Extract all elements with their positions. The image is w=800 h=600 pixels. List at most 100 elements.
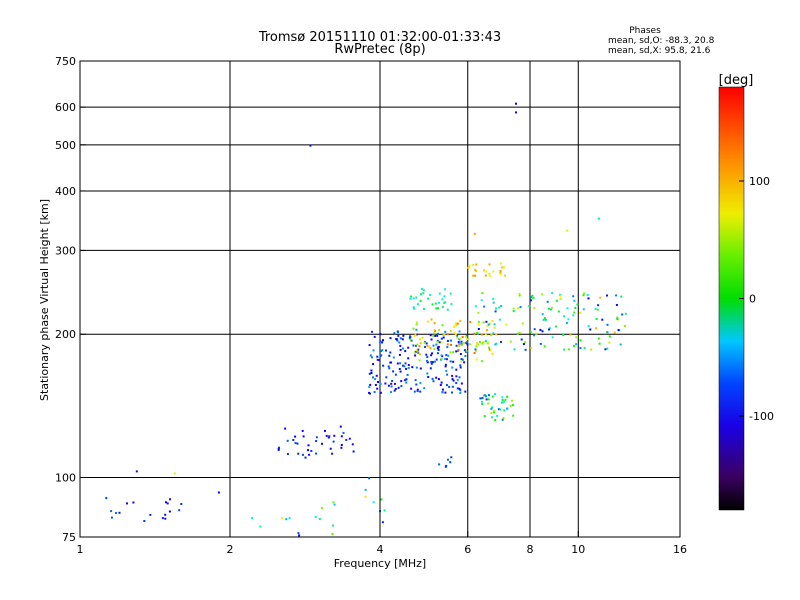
data-point xyxy=(484,340,487,343)
data-point xyxy=(488,394,490,397)
data-point xyxy=(449,351,452,354)
data-point xyxy=(424,342,427,344)
data-point xyxy=(165,501,167,504)
stats-heading: Phases xyxy=(629,26,661,36)
data-point xyxy=(494,393,497,395)
data-point xyxy=(563,348,566,351)
data-point xyxy=(307,449,309,452)
data-point xyxy=(465,350,468,353)
data-point xyxy=(544,318,547,321)
data-point xyxy=(559,298,562,300)
data-point xyxy=(402,334,405,337)
data-point xyxy=(617,329,620,332)
data-point xyxy=(340,446,343,449)
data-point xyxy=(399,344,402,347)
x-tick-label: 4 xyxy=(377,543,384,556)
data-point xyxy=(394,373,397,376)
data-point xyxy=(461,358,464,361)
data-point xyxy=(474,349,477,352)
data-point xyxy=(110,516,113,519)
data-point xyxy=(340,435,343,438)
colorbar-ticks: 100 0 -100 xyxy=(739,175,774,423)
data-point xyxy=(410,295,413,298)
data-point xyxy=(573,344,575,347)
data-point xyxy=(315,452,318,455)
data-point xyxy=(493,326,496,329)
data-point xyxy=(414,333,417,336)
data-point xyxy=(348,437,351,440)
data-point xyxy=(579,312,581,314)
data-point xyxy=(582,308,585,311)
data-point xyxy=(449,461,452,464)
data-point xyxy=(489,322,491,325)
data-point xyxy=(397,334,400,337)
data-point xyxy=(487,342,490,345)
data-point xyxy=(438,463,441,466)
data-point xyxy=(371,330,373,333)
data-point xyxy=(324,429,326,432)
data-point xyxy=(436,332,439,335)
data-point xyxy=(333,434,336,437)
data-point xyxy=(440,381,443,384)
data-point xyxy=(445,384,448,387)
data-point xyxy=(308,453,311,456)
data-point xyxy=(414,350,417,353)
data-point xyxy=(383,509,386,512)
data-point xyxy=(530,346,533,349)
data-point xyxy=(621,313,624,316)
data-point xyxy=(608,341,611,344)
data-point xyxy=(446,333,449,336)
data-point xyxy=(292,439,295,441)
data-point xyxy=(485,270,488,273)
data-point xyxy=(424,346,426,348)
data-point xyxy=(601,318,604,321)
data-point xyxy=(452,351,455,354)
data-point xyxy=(447,354,450,357)
data-point xyxy=(376,358,379,361)
data-point xyxy=(298,534,301,537)
data-point xyxy=(115,512,117,514)
data-point xyxy=(499,271,502,274)
data-point xyxy=(368,391,370,394)
data-point xyxy=(414,354,417,357)
data-point xyxy=(430,318,433,321)
data-point xyxy=(304,456,307,459)
data-point xyxy=(161,517,164,520)
data-point xyxy=(462,342,465,345)
data-point xyxy=(381,521,384,524)
data-point xyxy=(399,337,402,340)
data-point xyxy=(492,301,495,304)
data-point xyxy=(440,354,443,357)
data-point xyxy=(575,336,578,339)
data-point xyxy=(390,391,392,393)
data-point xyxy=(598,342,601,345)
data-point xyxy=(438,341,441,344)
data-point xyxy=(438,301,440,304)
data-point xyxy=(543,317,546,320)
data-point xyxy=(400,385,403,388)
x-axis-label: Frequency [MHz] xyxy=(334,557,426,570)
data-point xyxy=(582,294,585,297)
data-point xyxy=(389,337,392,340)
data-point xyxy=(426,356,429,358)
data-point xyxy=(475,345,478,348)
data-point xyxy=(259,525,262,528)
data-point xyxy=(429,294,432,296)
grid-lines xyxy=(80,61,680,537)
data-point xyxy=(434,302,437,305)
data-point xyxy=(490,412,493,414)
data-point xyxy=(493,323,496,326)
data-point xyxy=(480,333,483,336)
data-point xyxy=(342,431,345,434)
data-point xyxy=(499,270,502,272)
data-point xyxy=(599,296,602,299)
data-point xyxy=(533,307,536,309)
y-tick-label: 100 xyxy=(55,472,76,485)
data-point xyxy=(426,361,429,364)
data-point xyxy=(484,274,487,277)
data-point xyxy=(333,503,336,506)
data-point xyxy=(498,318,501,321)
data-point xyxy=(490,333,493,336)
data-point xyxy=(488,263,491,266)
